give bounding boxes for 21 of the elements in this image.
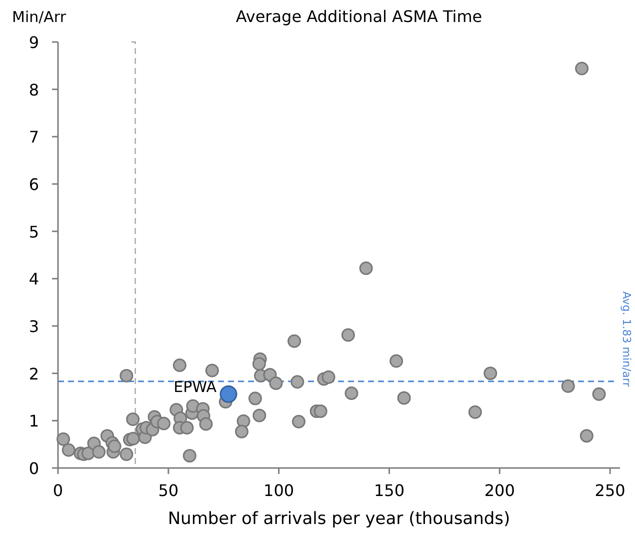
x-tick-label: 50: [158, 481, 179, 500]
y-tick-label: 7: [28, 128, 40, 147]
y-tick-label: 0: [28, 459, 40, 478]
x-tick-label: 100: [264, 481, 294, 500]
y-tick-label: 1: [28, 412, 40, 431]
y-tick-label: 2: [28, 364, 40, 384]
x-tick-label: 200: [484, 481, 515, 500]
x-tick-label: 0: [52, 481, 64, 500]
y-tick-label: 5: [28, 222, 40, 242]
chart-title: Average Additional ASMA Time: [236, 7, 482, 26]
y-axis-title: Min/Arr: [12, 8, 67, 26]
x-tick-label: 250: [594, 481, 626, 500]
x-tick-label: 150: [374, 481, 405, 500]
ref-line-label: Avg. 1.83 min/arr: [620, 291, 633, 388]
y-tick-label: 3: [28, 317, 40, 336]
y-tick-label: 9: [28, 33, 40, 52]
x-axis-title: Number of arrivals per year (thousands): [168, 509, 510, 529]
y-tick-label: 4: [28, 270, 40, 289]
y-tick-label: 6: [28, 175, 40, 194]
y-tick-label: 8: [28, 80, 40, 100]
series-label: EPWA: [174, 378, 218, 396]
